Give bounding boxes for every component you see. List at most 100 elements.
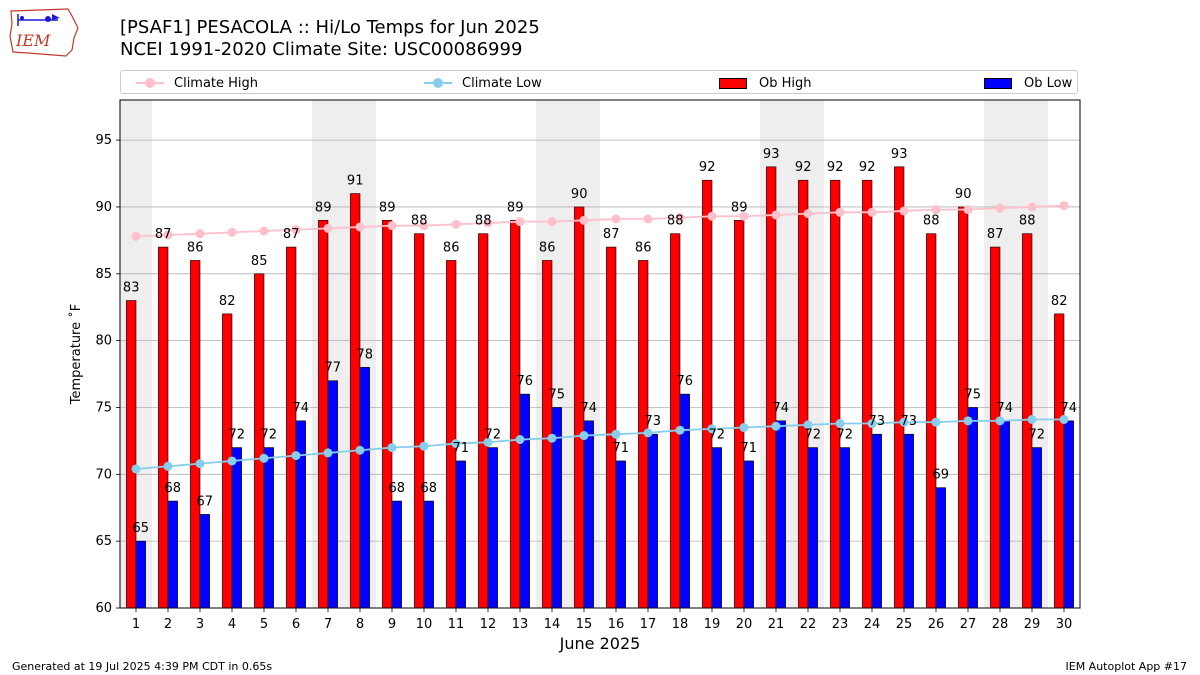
ob-low-label: 72 — [837, 428, 854, 443]
climate-low-point — [803, 420, 813, 430]
x-tick-label: 10 — [416, 617, 433, 632]
climate-high-point — [739, 211, 749, 221]
climate-high-point — [675, 213, 685, 223]
iem-logo: IEM — [9, 8, 79, 57]
climate-low-point — [355, 445, 365, 455]
climate-low-point — [451, 439, 461, 449]
ob-high-label: 87 — [283, 227, 300, 242]
ob-high-bar — [318, 220, 329, 609]
legend-climate-low: Climate Low — [424, 74, 542, 92]
ob-low-label: 75 — [549, 387, 566, 402]
climate-low-point — [707, 424, 717, 434]
ob-low-bar — [743, 460, 754, 609]
climate-low-point — [963, 416, 973, 426]
chart-legend: Climate High Climate Low Ob High Ob Low — [120, 70, 1078, 94]
climate-high-point — [835, 207, 845, 217]
ob-high-bar — [350, 193, 361, 609]
ob-high-label: 88 — [475, 214, 492, 229]
climate-high-point — [867, 207, 877, 217]
ob-high-label: 87 — [603, 227, 620, 242]
ob-high-bar — [734, 220, 745, 609]
climate-high-point — [771, 210, 781, 220]
climate-high-point — [419, 221, 429, 231]
ob-high-bar — [670, 233, 681, 609]
climate-high-point — [995, 203, 1005, 213]
chart-title: [PSAF1] PESACOLA :: Hi/Lo Temps for Jun … — [120, 17, 540, 38]
ob-low-bar — [903, 433, 914, 609]
ob-low-label: 68 — [421, 481, 438, 496]
ob-high-label: 86 — [187, 240, 204, 255]
ob-high-bar — [286, 246, 297, 609]
climate-high-point — [707, 211, 717, 221]
climate-high-point — [483, 218, 493, 228]
legend-ob-high-label: Ob High — [759, 75, 812, 91]
ob-high-label: 89 — [315, 200, 332, 215]
ob-low-label: 74 — [997, 401, 1014, 416]
ob-low-bar — [583, 420, 594, 609]
y-tick-label: 80 — [95, 334, 112, 349]
x-tick-label: 22 — [800, 617, 817, 632]
x-tick-label: 4 — [228, 617, 236, 632]
x-tick-label: 19 — [704, 617, 721, 632]
climate-low-point — [515, 435, 525, 445]
ob-high-bar — [414, 233, 425, 609]
climate-low-point — [1027, 415, 1037, 425]
y-tick-label: 95 — [95, 133, 112, 148]
ob-low-bar — [135, 540, 146, 609]
iowa-outline — [9, 8, 79, 57]
climate-low-point — [163, 461, 173, 471]
ob-high-label: 86 — [539, 240, 556, 255]
ob-low-bar — [935, 487, 946, 609]
x-tick-label: 20 — [736, 617, 753, 632]
ob-low-bar — [263, 447, 274, 609]
x-tick-label: 25 — [896, 617, 913, 632]
ob-high-label: 88 — [923, 214, 940, 229]
ob-low-label: 71 — [741, 441, 758, 456]
x-tick-label: 30 — [1056, 617, 1073, 632]
ob-low-bar — [615, 460, 626, 609]
ob-low-label: 71 — [613, 441, 630, 456]
ob-high-bar — [830, 179, 841, 609]
ob-low-label: 74 — [1061, 401, 1078, 416]
ob-high-label: 88 — [411, 214, 428, 229]
ob-low-bar — [167, 500, 178, 609]
ob-low-bar — [455, 460, 466, 609]
ob-low-bar — [199, 514, 210, 609]
climate-high-line — [135, 204, 1065, 238]
climate-low-point — [259, 453, 269, 463]
ob-high-label: 86 — [635, 240, 652, 255]
ob-low-label: 67 — [197, 494, 214, 509]
climate-low-point — [387, 443, 397, 453]
ob-high-bar — [862, 179, 873, 609]
x-tick-label: 8 — [356, 617, 364, 632]
ob-high-bar — [1054, 313, 1065, 609]
plot-frame — [119, 99, 1081, 609]
climate-low-point — [291, 451, 301, 461]
climate-high-point — [227, 227, 237, 237]
climate-high-point — [259, 226, 269, 236]
ob-low-bar — [647, 433, 658, 609]
ob-high-label: 83 — [123, 281, 140, 296]
climate-high-point — [515, 217, 525, 227]
x-tick-label: 11 — [448, 617, 465, 632]
climate-low-point — [579, 431, 589, 441]
ob-high-label: 86 — [443, 240, 460, 255]
legend-ob-high-swatch — [719, 77, 747, 89]
x-tick-label: 17 — [640, 617, 657, 632]
ob-low-bar — [839, 447, 850, 609]
x-tick-label: 6 — [292, 617, 300, 632]
ob-low-label: 76 — [517, 374, 534, 389]
climate-low-point — [643, 428, 653, 438]
x-tick-label: 2 — [164, 617, 172, 632]
footer-generated: Generated at 19 Jul 2025 4:39 PM CDT in … — [12, 660, 273, 673]
ob-high-label: 92 — [827, 160, 844, 175]
climate-high-point — [1059, 201, 1069, 211]
climate-high-point — [963, 205, 973, 215]
ob-high-bar — [190, 260, 201, 609]
climate-high-point — [291, 225, 301, 235]
x-tick-label: 9 — [388, 617, 396, 632]
x-tick-label: 27 — [960, 617, 977, 632]
legend-climate-high-swatch — [136, 78, 164, 88]
ob-low-bar — [1063, 420, 1074, 609]
